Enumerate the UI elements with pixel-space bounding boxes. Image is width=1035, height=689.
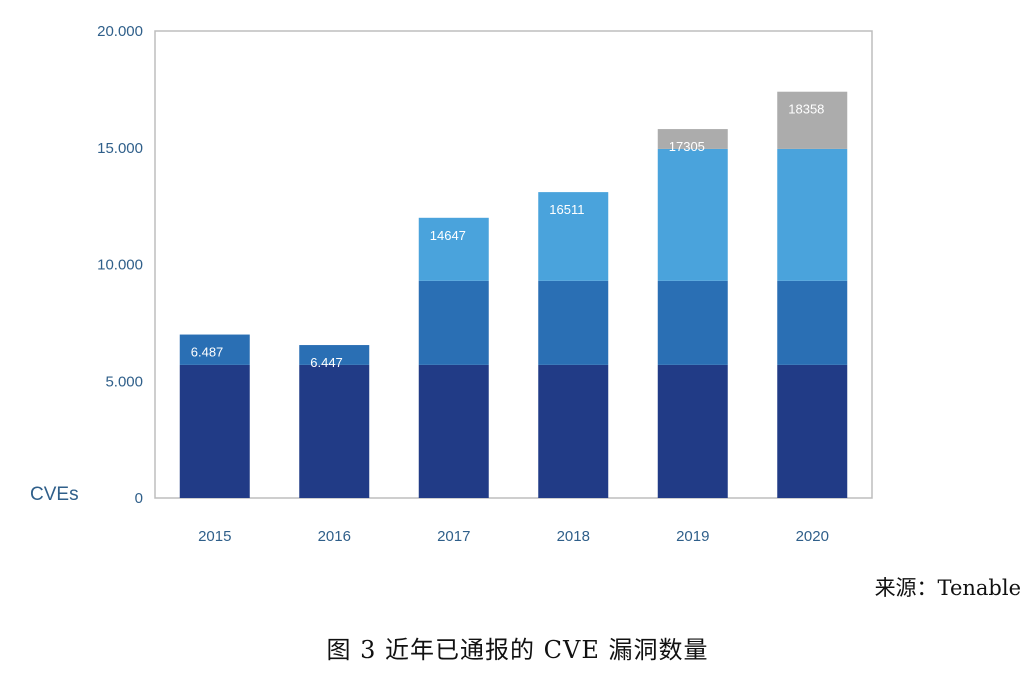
bar-segment — [777, 91, 848, 149]
y-tick-label: 20.000 — [97, 23, 143, 40]
bar-segment — [538, 280, 609, 365]
bar-data-label: 14647 — [430, 228, 466, 243]
bar-segment — [657, 364, 728, 498]
figure-caption: 图 3 近年已通报的 CVE 漏洞数量 — [326, 636, 709, 664]
y-tick-label: 0 — [135, 490, 143, 507]
bar-data-label: 6.487 — [191, 345, 224, 360]
data-label-group: 6.487 6.447 14647 16511 17305 18358 — [191, 102, 825, 370]
plot-frame — [154, 30, 873, 499]
bar-data-label: 16511 — [549, 202, 584, 217]
y-tick-label: 15.000 — [97, 140, 143, 157]
bar-group — [179, 91, 848, 498]
bar-segment — [538, 192, 609, 281]
bar-segment — [418, 217, 489, 281]
bar-segment — [657, 280, 728, 365]
x-tick-label: 2020 — [796, 528, 829, 545]
y-axis-ticks: 0 5.000 10.000 15.000 20.000 — [97, 23, 143, 507]
y-tick-label: 10.000 — [97, 257, 143, 274]
bar-data-label: 17305 — [669, 139, 705, 154]
y-axis-label: CVEs — [30, 484, 79, 505]
bar-segment — [179, 334, 250, 365]
x-tick-label: 2016 — [318, 528, 351, 545]
bar-segment — [299, 345, 370, 365]
bar-segment — [777, 364, 848, 498]
x-tick-label: 2018 — [557, 528, 590, 545]
bar-segment — [418, 364, 489, 498]
x-axis-ticks: 2015 2016 2017 2018 2019 2020 — [198, 528, 829, 545]
bar-data-label: 18358 — [788, 102, 824, 117]
bar-segment — [777, 148, 848, 281]
bar-segment — [418, 280, 489, 365]
bar-segment — [179, 364, 250, 498]
bar-segment — [657, 148, 728, 281]
y-tick-label: 5.000 — [105, 373, 143, 390]
bar-segment — [657, 129, 728, 149]
x-tick-label: 2015 — [198, 528, 231, 545]
bar-data-label: 6.447 — [310, 355, 343, 370]
x-tick-label: 2019 — [676, 528, 709, 545]
x-tick-label: 2017 — [437, 528, 470, 545]
bar-segment — [777, 280, 848, 365]
bar-segment — [538, 364, 609, 498]
bar-segment — [299, 364, 370, 498]
source-note: 来源：Tenable — [874, 576, 1021, 600]
